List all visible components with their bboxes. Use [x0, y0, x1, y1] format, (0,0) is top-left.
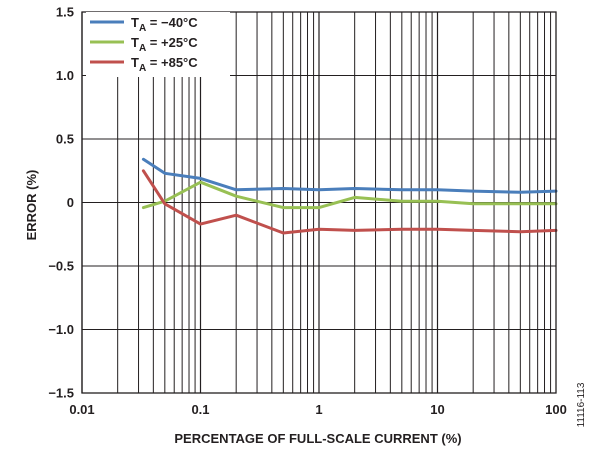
- y-tick-labels: 1.5 1.0 0.5 0 −0.5 −1.0 −1.5: [48, 5, 74, 401]
- y-tick-label: 1.5: [56, 5, 74, 20]
- x-tick-labels: 0.01 0.1 1 10 100: [69, 402, 567, 417]
- series-line-2: [141, 180, 558, 210]
- y-tick-label: 0: [67, 195, 74, 210]
- series-lines: [141, 157, 558, 235]
- y-tick-label: 0.5: [56, 132, 74, 147]
- plot-frame: [81, 11, 557, 394]
- legend-label: TA = +25°C: [131, 35, 198, 54]
- series-line-3: [141, 169, 558, 235]
- x-tick-label: 1: [315, 402, 322, 417]
- y-axis-title: ERROR (%): [24, 170, 39, 241]
- y-tick-label: −1.0: [48, 322, 74, 337]
- x-tick-label: 0.1: [191, 402, 209, 417]
- x-axis-title: PERCENTAGE OF FULL-SCALE CURRENT (%): [174, 431, 461, 446]
- series-line-1: [141, 157, 558, 194]
- figure-id: 11116-113: [576, 382, 587, 427]
- y-tick-label: 1.0: [56, 68, 74, 83]
- y-tick-label: −1.5: [48, 386, 74, 401]
- legend: TA = −40°CTA = +25°CTA = +85°C: [86, 12, 230, 77]
- x-tick-label: 10: [430, 402, 444, 417]
- y-tick-label: −0.5: [48, 259, 74, 274]
- x-tick-label: 0.01: [69, 402, 94, 417]
- legend-label: TA = +85°C: [131, 55, 198, 74]
- legend-label: TA = −40°C: [131, 15, 198, 34]
- x-tick-label: 100: [545, 402, 567, 417]
